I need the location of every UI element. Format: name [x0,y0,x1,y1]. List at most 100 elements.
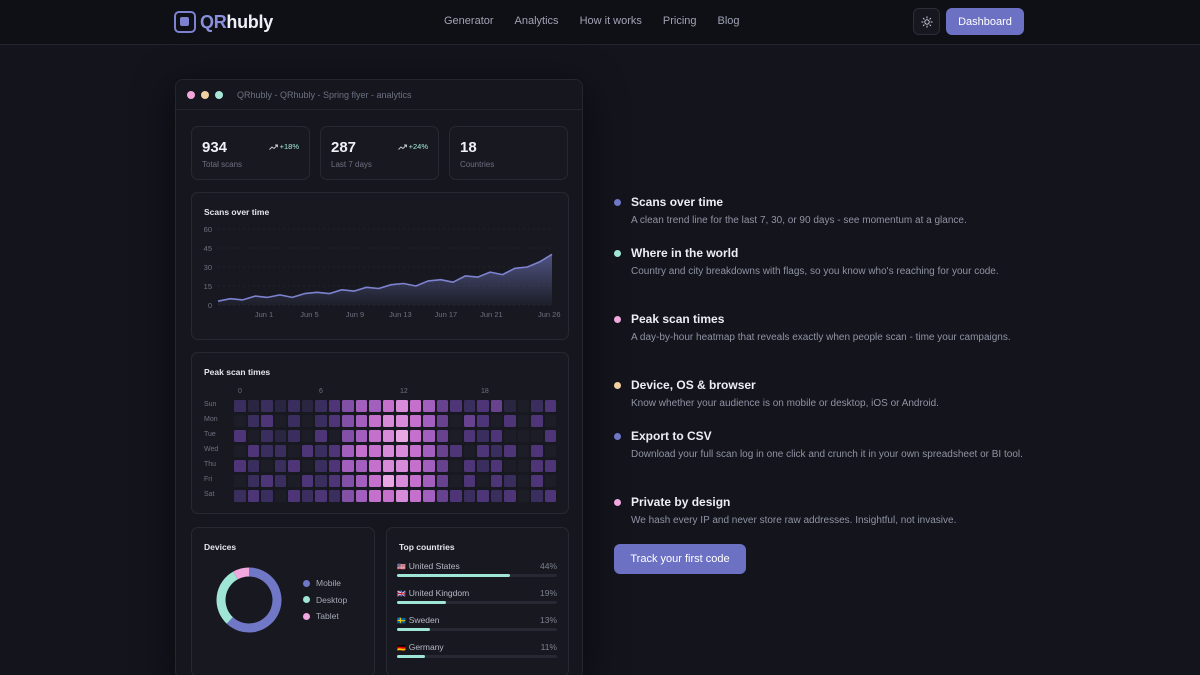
heatmap-cell [261,460,273,472]
x-tick-label: Jun 26 [538,310,561,319]
heatmap-cell [409,475,421,487]
donut-slice [226,567,282,633]
heatmap-cell [436,400,448,412]
heatmap-cell [247,490,259,502]
heatmap-cell [409,445,421,457]
heatmap-cell [504,400,516,412]
heatmap-cell [342,475,354,487]
window-title: QRhubly - QRhubly - Spring flyer - analy… [237,89,412,100]
country-bar-track [397,574,557,577]
heatmap-cell [234,415,246,427]
heatmap-cell [328,445,340,457]
heatmap-cell [274,460,286,472]
feature-bullet-icon [614,250,621,257]
heatmap-cell [261,415,273,427]
country-bar-fill [397,601,446,604]
heatmap-hour-label: 18 [481,388,489,395]
window-dot-minimize [201,90,209,99]
heatmap-cell [463,490,475,502]
heatmap-cell [234,400,246,412]
country-bar-fill [397,655,426,658]
feature-item: Private by design We hash every IP and ne… [614,495,1034,528]
heatmap-cell [531,490,543,502]
heatmap-cell [423,460,435,472]
logo[interactable]: QRhubly [174,11,273,33]
heatmap-cell [328,460,340,472]
flag-icon: 🇬🇧 [397,591,406,598]
heatmap-day-label: Fri [204,476,213,483]
heatmap-cell [328,490,340,502]
heatmap-cell [504,430,516,442]
heatmap-hour-label: 12 [400,388,408,395]
heatmap-cell [436,445,448,457]
heatmap-cell [342,460,354,472]
heatmap-cell [450,475,462,487]
heatmap-cell [531,400,543,412]
nav-link-blog[interactable]: Blog [717,15,740,27]
heatmap-cell [234,445,246,457]
heatmap-cell [544,415,556,427]
heatmap-cell [531,460,543,472]
x-tick-label: Jun 13 [389,310,412,319]
feature-item: Export to CSV Download your full scan log… [614,429,1034,462]
heatmap-cell [234,460,246,472]
heatmap-cell [274,490,286,502]
country-row: 🇺🇸 United States 44% [397,561,557,577]
heatmap-cell [477,490,489,502]
heatmap-day-label: Wed [204,446,219,453]
heatmap-cell [490,445,502,457]
nav-link-how-it-works[interactable]: How it works [579,15,642,27]
analytics-preview-window: QRhubly - QRhubly - Spring flyer - analy… [175,79,583,675]
heatmap-cell [261,475,273,487]
track-first-code-button[interactable]: Track your first code [614,544,746,574]
feature-item: Where in the world Country and city break… [614,246,1034,279]
heatmap-cell [288,445,300,457]
heatmap-cell [328,430,340,442]
heatmap-cell [261,430,273,442]
country-name: 🇩🇪 Germany [397,642,444,652]
heatmap-cell [382,415,394,427]
country-row: 🇬🇧 United Kingdom 19% [397,588,557,604]
scans-line-chart: 0 15 30 45 60 Jun 1 Jun 5 Jun 9 Jun 13 Jun 17 Jun … [204,225,561,319]
heatmap-cell [288,415,300,427]
heatmap-cell [477,475,489,487]
heatmap-cell [517,400,529,412]
theme-toggle-button[interactable] [913,8,940,35]
nav-link-analytics[interactable]: Analytics [514,15,559,27]
heatmap-cell [261,445,273,457]
stat-value: 934 [202,139,228,156]
heatmap-cell [423,400,435,412]
nav-link-pricing[interactable]: Pricing [662,15,697,27]
card-title: Scans over time [204,207,270,217]
heatmap-cell [274,430,286,442]
flag-icon: 🇺🇸 [397,564,406,571]
heatmap-cell [247,400,259,412]
country-row: 🇸🇪 Sweden 13% [397,615,557,631]
heatmap-cell [301,475,313,487]
heatmap-cell [301,415,313,427]
heatmap-cell [396,415,408,427]
heatmap-cell [396,445,408,457]
heatmap-cell [261,400,273,412]
heatmap-cell [342,445,354,457]
heatmap-cell [382,445,394,457]
heatmap-cell [382,430,394,442]
y-tick-label: 45 [204,244,212,253]
heatmap-cell [463,475,475,487]
heatmap-cell [342,490,354,502]
heatmap-cell [409,415,421,427]
nav-link-generator[interactable]: Generator [444,15,494,27]
heatmap-cell [247,415,259,427]
card-title: Devices [204,542,237,552]
heatmap-cell [396,430,408,442]
heatmap-cell [409,400,421,412]
heatmap-cell [396,400,408,412]
dashboard-button[interactable]: Dashboard [946,8,1024,35]
heatmap-cell [288,460,300,472]
heatmap-cell [436,460,448,472]
heatmap-cell [436,430,448,442]
stat-trend: +18% [268,142,299,151]
window-dot-maximize [215,90,223,99]
country-bar-track [397,628,557,631]
heatmap-cell [274,445,286,457]
